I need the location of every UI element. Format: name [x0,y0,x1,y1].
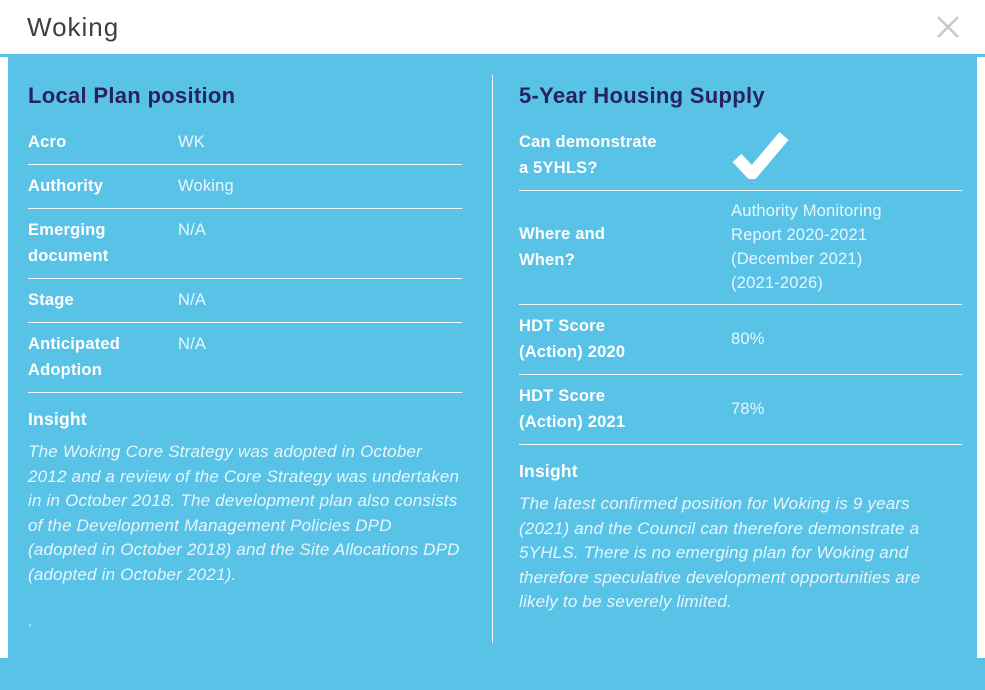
close-button[interactable] [929,8,967,46]
row-anticipated-adoption: Anticipated Adoption N/A [28,323,462,393]
row-acro: Acro WK [28,121,462,165]
row-label: HDT Score (Action) 2021 [519,387,626,431]
row-stage: Stage N/A [28,279,462,323]
row-value: N/A [178,291,207,309]
row-where-and-when: Where and When? Authority Monitoring Rep… [519,191,962,305]
local-plan-title: Local Plan position [28,83,236,108]
housing-supply-title: 5-Year Housing Supply [519,83,765,108]
header-divider [0,54,985,57]
row-value: Woking [178,177,234,195]
row-hdt-score-2021: HDT Score (Action) 2021 78% [519,375,962,445]
row-label: Where and When? [519,225,606,269]
row-label: Anticipated Adoption [28,335,121,379]
row-emerging-document: Emerging document N/A [28,209,462,279]
row-hdt-score-2020: HDT Score (Action) 2020 80% [519,305,962,375]
bottom-blue-strip [0,658,985,690]
checkmark-icon [731,129,789,181]
row-label: Authority [28,177,104,195]
insight-heading: Insight [28,409,87,429]
row-label: Stage [28,291,74,309]
column-divider [492,75,493,643]
close-icon [931,10,965,44]
insight-heading: Insight [519,461,578,481]
row-label: Acro [28,133,67,151]
row-value: 80% [731,330,765,348]
insight-text: The latest confirmed position for Woking… [519,494,921,611]
row-authority: Authority Woking [28,165,462,209]
details-panel: Local Plan position Acro WK Authority Wo… [8,57,977,658]
row-label: Can demonstrate a 5YHLS? [519,133,657,177]
row-can-demonstrate-5yhls: Can demonstrate a 5YHLS? [519,121,962,191]
row-value: Authority Monitoring Report 2020-2021 (D… [731,202,882,292]
local-plan-section: Local Plan position Acro WK Authority Wo… [8,57,492,658]
modal-header: Woking [0,0,985,54]
row-value: WK [178,133,205,151]
row-label: Emerging document [28,221,109,265]
page-title: Woking [27,11,120,42]
row-label: HDT Score (Action) 2020 [519,317,626,361]
row-value: N/A [178,221,207,239]
housing-supply-section: 5-Year Housing Supply Can demonstrate a … [492,57,977,658]
row-value: 78% [731,400,765,418]
footnote-dot: . [28,613,33,630]
row-value: N/A [178,335,207,353]
insight-text: The Woking Core Strategy was adopted in … [28,442,460,584]
